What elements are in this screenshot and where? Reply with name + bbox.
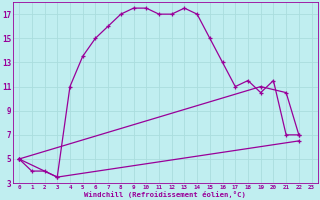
X-axis label: Windchill (Refroidissement éolien,°C): Windchill (Refroidissement éolien,°C) (84, 191, 246, 198)
